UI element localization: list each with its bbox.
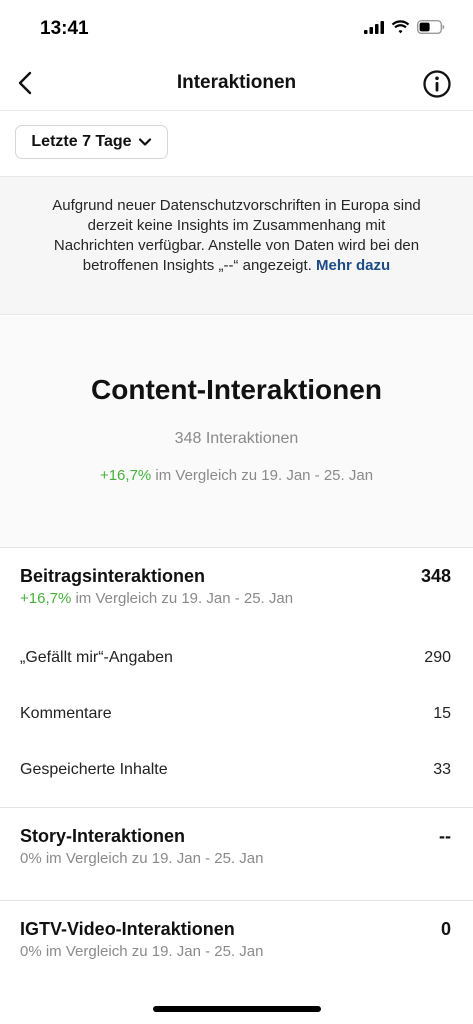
divider [0,807,473,808]
igtv-interactions-value: 0 [440,919,451,939]
story-interactions-compare: 0% im Vergleich zu 19. Jan - 25. Jan [20,850,264,867]
divider [0,547,473,548]
back-arrow-icon [18,71,32,95]
wifi-icon [391,20,410,34]
nav-bar: Interaktionen [0,60,473,111]
content-interactions-title: Content-Interaktionen [91,374,382,405]
saved-label: Gespeicherte Inhalte [20,761,168,778]
signal-icon [364,20,384,34]
home-indicator [153,1006,321,1012]
battery-icon [417,20,445,34]
date-range-label: Letzte 7 Tage [31,133,132,150]
privacy-notice-text: Aufgrund neuer Datenschutzvorschriften i… [50,196,423,276]
date-range-dropdown[interactable]: Letzte 7 Tage [15,125,168,159]
post-interactions-value: 348 [420,566,451,586]
notice-message: Aufgrund neuer Datenschutzvorschriften i… [52,197,421,274]
igtv-interactions-title: IGTV-Video-Interaktionen [20,919,235,939]
post-change: +16,7% [20,590,72,607]
comments-label: Kommentare [20,705,112,722]
back-button[interactable] [12,68,42,98]
status-icons [364,20,445,34]
content-summary [0,316,473,548]
comments-value: 15 [433,705,451,722]
divider [0,900,473,901]
story-interactions-value: -- [439,826,451,846]
post-interactions-title: Beitragsinteraktionen [20,566,206,586]
post-compare-text: im Vergleich zu 19. Jan - 25. Jan [71,590,294,607]
likes-value: 290 [424,649,451,666]
post-interactions-compare: +16,7% im Vergleich zu 19. Jan - 25. Jan [20,590,293,607]
saved-value: 33 [433,761,451,778]
page-title: Interaktionen [176,72,297,93]
content-compare-text: im Vergleich zu 19. Jan - 25. Jan [151,467,374,484]
chevron-down-icon [138,138,151,146]
status-time: 13:41 [40,18,89,39]
info-button[interactable] [421,68,453,100]
content-interactions-count: 348 Interaktionen [174,430,299,447]
privacy-notice: Aufgrund neuer Datenschutzvorschriften i… [0,176,473,315]
story-interactions-title: Story-Interaktionen [20,826,186,846]
info-icon [423,70,451,98]
content-interactions-compare: +16,7% im Vergleich zu 19. Jan - 25. Jan [0,467,473,484]
igtv-interactions-compare: 0% im Vergleich zu 19. Jan - 25. Jan [20,943,264,960]
likes-label: „Gefällt mir“-Angaben [20,649,173,666]
learn-more-link[interactable]: Mehr dazu [316,257,391,274]
content-change: +16,7% [99,467,152,484]
